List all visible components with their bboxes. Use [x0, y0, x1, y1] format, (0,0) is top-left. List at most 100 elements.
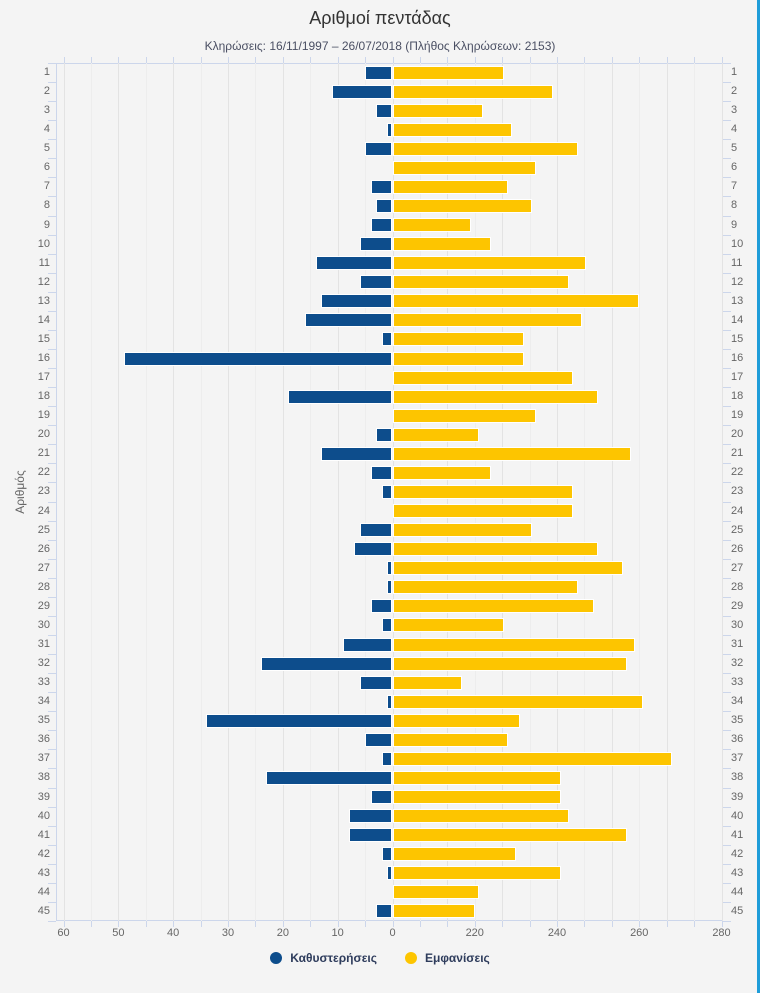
- delay-bar[interactable]: [381, 332, 393, 347]
- appearance-bar[interactable]: [392, 141, 578, 156]
- appearance-bar[interactable]: [392, 542, 599, 557]
- delay-bar[interactable]: [376, 103, 393, 118]
- delay-bar[interactable]: [387, 866, 393, 881]
- appearance-bar[interactable]: [392, 866, 562, 881]
- delay-bar[interactable]: [348, 809, 393, 824]
- appearance-bar[interactable]: [392, 847, 516, 862]
- appearance-bar[interactable]: [392, 504, 574, 519]
- appearance-bar[interactable]: [392, 237, 492, 252]
- appearance-bar[interactable]: [392, 408, 537, 423]
- appearance-bar[interactable]: [392, 332, 525, 347]
- delay-bar[interactable]: [304, 313, 393, 328]
- delay-bar[interactable]: [370, 599, 393, 614]
- appearance-bar[interactable]: [392, 122, 512, 137]
- delay-bar[interactable]: [381, 618, 393, 633]
- delay-bar[interactable]: [365, 732, 393, 747]
- delay-bar[interactable]: [370, 218, 393, 233]
- appearance-bar[interactable]: [392, 694, 644, 709]
- appearance-bar[interactable]: [392, 218, 471, 233]
- appearance-bar[interactable]: [392, 713, 520, 728]
- axis-tick: [48, 825, 56, 827]
- delay-bar[interactable]: [370, 179, 393, 194]
- appearance-bar[interactable]: [392, 427, 479, 442]
- appearance-bar[interactable]: [392, 828, 627, 843]
- appearance-bar[interactable]: [392, 294, 640, 309]
- appearance-bar[interactable]: [392, 313, 582, 328]
- delay-bar[interactable]: [266, 771, 393, 785]
- axis-tick: [48, 196, 56, 198]
- axis-tick: [228, 921, 229, 927]
- appearance-bar[interactable]: [392, 599, 594, 614]
- appearance-bar[interactable]: [392, 751, 673, 766]
- delay-bar[interactable]: [359, 675, 393, 690]
- delay-bar[interactable]: [321, 294, 393, 309]
- delay-bar[interactable]: [387, 561, 393, 576]
- appearance-bar[interactable]: [392, 103, 483, 118]
- appearance-bar[interactable]: [392, 732, 508, 747]
- category-label-left: 16: [37, 352, 50, 364]
- appearance-bar[interactable]: [392, 370, 574, 385]
- delay-bar[interactable]: [348, 828, 393, 843]
- delay-bar[interactable]: [370, 465, 393, 480]
- appearance-bar[interactable]: [392, 199, 533, 213]
- appearance-bar[interactable]: [392, 485, 574, 499]
- appearance-bar[interactable]: [392, 771, 562, 785]
- axis-tick: [584, 921, 586, 927]
- appearance-bar[interactable]: [392, 446, 632, 461]
- axis-tick: [90, 57, 92, 63]
- legend-item-appearances[interactable]: Εμφανίσεις: [404, 951, 490, 965]
- delay-bar[interactable]: [359, 523, 393, 538]
- delay-bar[interactable]: [343, 637, 393, 652]
- delay-bar[interactable]: [376, 199, 393, 213]
- delay-bar[interactable]: [365, 65, 393, 80]
- delay-bar[interactable]: [370, 790, 393, 805]
- appearance-bar[interactable]: [392, 256, 586, 271]
- appearance-bar[interactable]: [392, 885, 479, 900]
- delay-bar[interactable]: [387, 694, 393, 709]
- axis-tick: [529, 921, 531, 927]
- appearance-bar[interactable]: [392, 809, 570, 824]
- delay-bar[interactable]: [354, 542, 393, 557]
- delay-bar[interactable]: [376, 427, 393, 442]
- legend-item-delays[interactable]: Καθυστερήσεις: [270, 951, 377, 965]
- appearance-bar[interactable]: [392, 580, 578, 595]
- appearance-bar[interactable]: [392, 275, 570, 290]
- appearance-bar[interactable]: [392, 465, 492, 480]
- delay-bar[interactable]: [315, 256, 393, 271]
- axis-tick: [48, 806, 56, 808]
- delay-bar[interactable]: [365, 141, 393, 156]
- appearance-bar[interactable]: [392, 351, 525, 366]
- axis-tick: [723, 921, 731, 922]
- appearance-bar[interactable]: [392, 523, 533, 538]
- delay-bar[interactable]: [206, 713, 393, 728]
- appearance-bar[interactable]: [392, 389, 599, 404]
- delay-bar[interactable]: [359, 275, 393, 290]
- delay-bar[interactable]: [376, 904, 393, 919]
- delay-bar[interactable]: [381, 847, 393, 862]
- appearance-bar[interactable]: [392, 656, 627, 671]
- appearance-bar[interactable]: [392, 65, 504, 80]
- appearance-bar[interactable]: [392, 675, 463, 690]
- delay-bar[interactable]: [288, 389, 393, 404]
- delay-bar[interactable]: [359, 237, 393, 252]
- appearance-bar[interactable]: [392, 160, 537, 175]
- appearance-bar[interactable]: [392, 84, 553, 99]
- delay-bar[interactable]: [381, 485, 393, 499]
- delay-bar[interactable]: [321, 446, 393, 461]
- x-axis-label: 60: [57, 927, 70, 939]
- delay-bar[interactable]: [387, 580, 393, 595]
- appearance-bar[interactable]: [392, 637, 636, 652]
- delay-bar[interactable]: [123, 351, 393, 366]
- axis-tick: [48, 101, 56, 103]
- appearance-bar[interactable]: [392, 904, 475, 919]
- delay-bar[interactable]: [332, 84, 393, 99]
- appearance-bar[interactable]: [392, 790, 562, 805]
- delay-bar[interactable]: [260, 656, 393, 671]
- appearance-bar[interactable]: [392, 618, 504, 633]
- category-label-left: 38: [37, 771, 50, 784]
- appearance-bar[interactable]: [392, 179, 508, 194]
- appearance-bar[interactable]: [392, 561, 623, 576]
- delay-bar[interactable]: [381, 751, 393, 766]
- delay-bar[interactable]: [387, 122, 393, 137]
- category-label-left: 7: [43, 180, 50, 193]
